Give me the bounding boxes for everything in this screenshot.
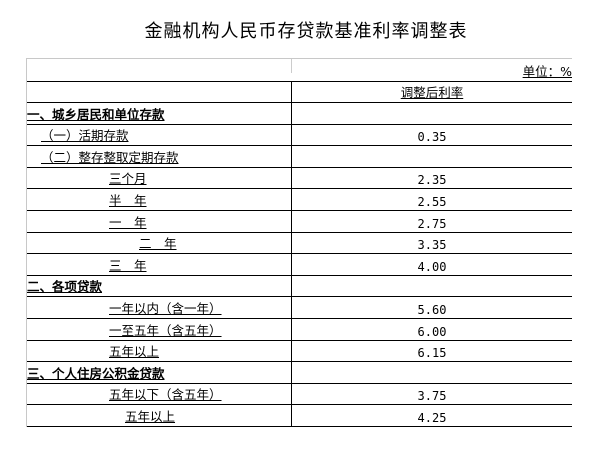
table-row: （二）整存整取定期存款	[27, 146, 572, 168]
label-cell: 二 年	[27, 232, 292, 254]
row-label: 一 年	[109, 214, 147, 230]
value-cell: 6.00	[292, 319, 572, 340]
cell	[27, 59, 292, 73]
value-cell: 6.15	[292, 341, 572, 362]
rate-value: 2.75	[417, 216, 447, 231]
row-label: 一至五年（含五年）	[109, 322, 222, 338]
cell: 单位：%	[292, 59, 572, 81]
table-row: 半 年 2.55	[27, 189, 572, 211]
row-label: 五年以下（含五年）	[109, 387, 222, 403]
table-row: 一 年 2.75	[27, 210, 572, 233]
row-label: 一年以内（含一年）	[109, 300, 222, 316]
label-cell: 三 年	[27, 254, 292, 275]
row-label: 五年以上	[109, 344, 160, 360]
label-cell: 三个月	[27, 167, 292, 189]
row-label: （二）整存整取定期存款	[41, 149, 179, 165]
table-row: 一年以内（含一年） 5.60	[27, 297, 572, 319]
label-cell: （二）整存整取定期存款	[27, 146, 292, 167]
table-row: 二 年 3.35	[27, 232, 572, 255]
cell	[27, 82, 292, 102]
row-label: 一、城乡居民和单位存款	[27, 106, 165, 122]
label-cell: （一）活期存款	[27, 124, 292, 146]
table-row: 五年以下（含五年） 3.75	[27, 383, 572, 406]
label-cell: 三、个人住房公积金贷款	[27, 362, 292, 383]
label-cell: 一 年	[27, 210, 292, 232]
row-label: 三个月	[109, 171, 147, 187]
value-cell	[292, 362, 572, 383]
page-title: 金融机构人民币存贷款基准利率调整表	[144, 21, 468, 42]
table-row: 二、各项贷款	[27, 275, 572, 298]
rate-value: 4.25	[417, 410, 447, 425]
table-row: 五年以上 6.15	[27, 340, 572, 363]
value-cell: 4.25	[292, 405, 572, 426]
row-label: （一）活期存款	[41, 128, 129, 144]
value-cell: 5.60	[292, 297, 572, 318]
rate-value: 6.00	[417, 324, 447, 339]
rate-value: 5.60	[417, 302, 447, 317]
row-label: 五年以上	[125, 408, 176, 424]
table-row: 三 年 4.00	[27, 254, 572, 276]
label-cell: 二、各项贷款	[27, 275, 292, 297]
label-cell: 半 年	[27, 189, 292, 210]
rate-value: 3.75	[417, 389, 447, 404]
label-cell: 五年以上	[27, 340, 292, 362]
column-header: 调整后利率	[400, 85, 464, 100]
value-cell: 3.75	[292, 384, 572, 405]
value-cell: 0.35	[292, 125, 572, 146]
row-label: 三、个人住房公积金贷款	[27, 365, 165, 381]
header-row: 调整后利率	[27, 82, 572, 103]
rate-value: 3.35	[417, 238, 447, 253]
label-cell: 五年以上	[27, 405, 292, 426]
table-row: 三个月 2.35	[27, 167, 572, 190]
rate-value: 6.15	[417, 346, 447, 361]
table-row: 五年以上 4.25	[27, 405, 572, 427]
row-label: 三 年	[109, 257, 147, 273]
unit-row: 单位：%	[27, 59, 572, 82]
value-cell: 2.35	[292, 168, 572, 189]
value-cell	[292, 276, 572, 297]
value-cell: 4.00	[292, 254, 572, 275]
rate-value: 2.35	[417, 173, 447, 188]
row-label: 二 年	[139, 236, 177, 252]
rate-value: 2.55	[417, 194, 447, 209]
table-row: 一、城乡居民和单位存款	[27, 103, 572, 125]
label-cell: 一至五年（含五年）	[27, 318, 292, 340]
row-label: 半 年	[109, 192, 147, 208]
value-cell	[292, 103, 572, 124]
value-cell: 3.35	[292, 233, 572, 254]
value-cell: 2.55	[292, 189, 572, 210]
rate-table: 单位：% 调整后利率 一、城乡居民和单位存款 （一）活期存款 0.35 （二）整存整取…	[26, 58, 572, 427]
value-cell	[292, 146, 572, 167]
table-row: 三、个人住房公积金贷款	[27, 362, 572, 384]
table-row: （一）活期存款 0.35	[27, 124, 572, 147]
label-cell: 一年以内（含一年）	[27, 297, 292, 318]
rate-value: 4.00	[417, 259, 447, 274]
label-cell: 一、城乡居民和单位存款	[27, 103, 292, 124]
rate-value: 0.35	[417, 130, 447, 145]
cell: 调整后利率	[292, 82, 572, 102]
table-row: 一至五年（含五年） 6.00	[27, 318, 572, 341]
row-label: 二、各项贷款	[27, 279, 103, 295]
label-cell: 五年以下（含五年）	[27, 383, 292, 405]
value-cell: 2.75	[292, 211, 572, 232]
unit-label: 单位：%	[522, 64, 572, 79]
